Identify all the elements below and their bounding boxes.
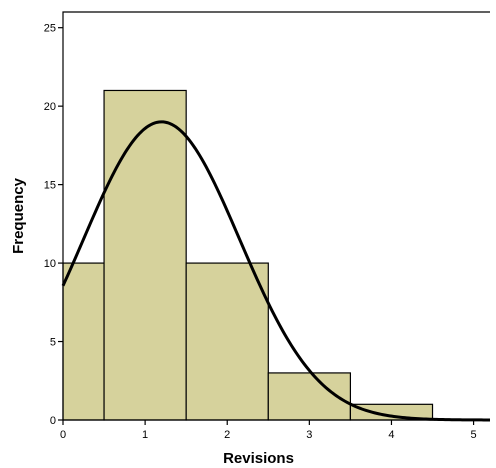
x-tick-label-0: 0 — [60, 429, 66, 441]
bar-2 — [185, 262, 269, 421]
x-tick-label-5: 5 — [471, 429, 477, 441]
bars — [62, 89, 434, 421]
y-tick-label-1: 5 — [50, 337, 56, 349]
x-tick-label-3: 3 — [306, 429, 312, 441]
bar-1 — [103, 89, 187, 421]
x-tick-label-2: 2 — [224, 429, 230, 441]
y-tick-label-5: 25 — [44, 23, 56, 35]
plot-frame — [62, 11, 490, 421]
bar-0 — [62, 262, 105, 421]
y-tick-label-3: 15 — [44, 180, 56, 192]
x-tick-label-1: 1 — [142, 429, 148, 441]
y-tick-label-0: 0 — [50, 415, 56, 427]
y-axis-title: Frequency — [10, 177, 27, 254]
x-tick-label-4: 4 — [388, 429, 394, 441]
y-axis-ticks: 0 5 10 15 20 25 — [44, 23, 63, 427]
x-axis-title: Revisions — [223, 450, 294, 467]
axes — [62, 11, 490, 421]
y-tick-label-2: 10 — [44, 258, 56, 270]
y-tick-label-4: 20 — [44, 101, 56, 113]
normal-curve — [61, 120, 491, 422]
x-axis-ticks: 0 1 2 3 4 5 — [60, 420, 477, 441]
